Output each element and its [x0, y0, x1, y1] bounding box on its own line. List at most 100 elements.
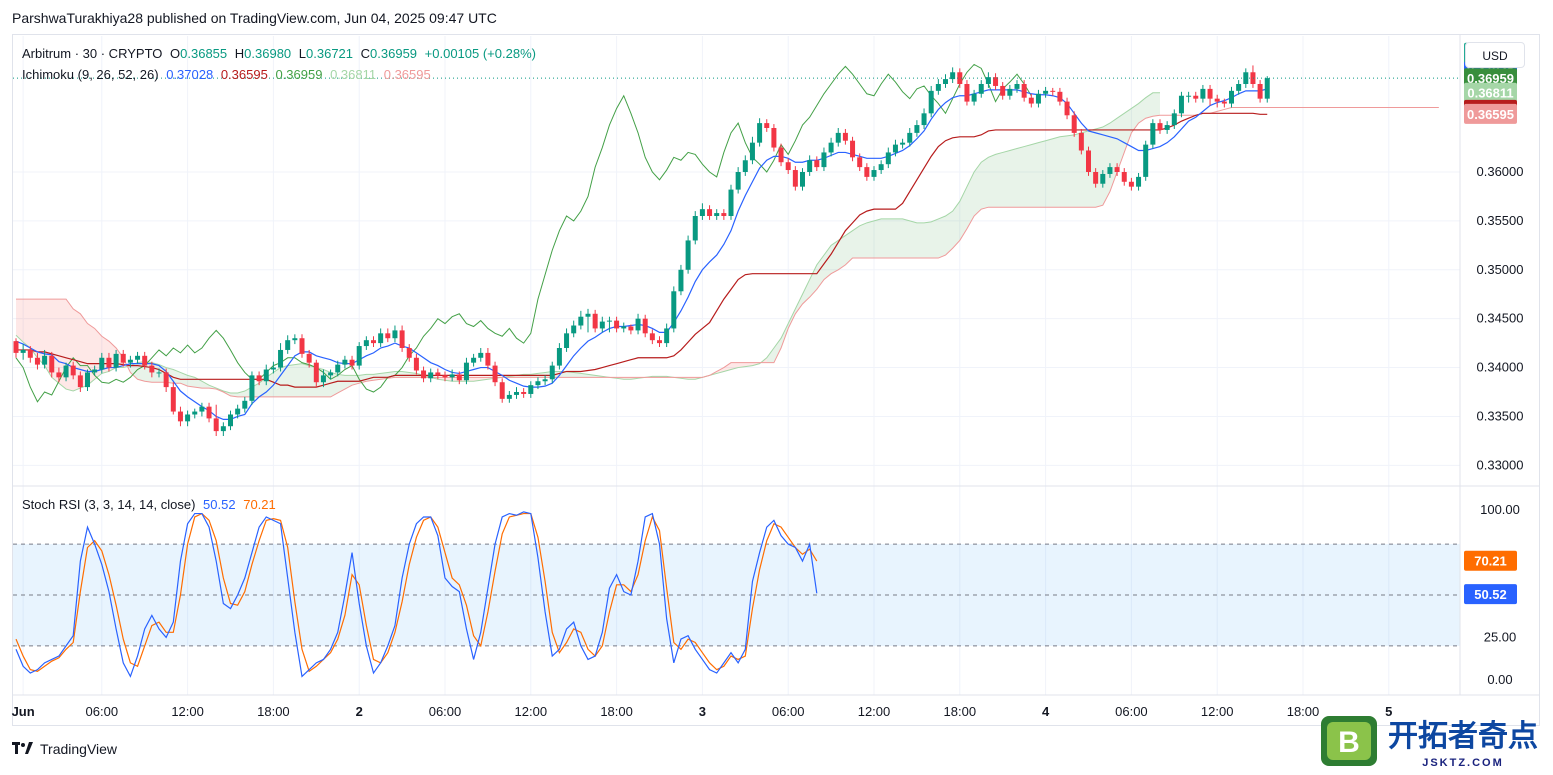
candle: [206, 402, 212, 423]
candle-body: [1057, 91, 1063, 102]
candle-body: [478, 352, 484, 358]
candle: [449, 369, 455, 382]
candle: [835, 128, 841, 147]
candle-body: [42, 355, 48, 365]
candle-body: [27, 349, 33, 358]
candle-body: [378, 333, 384, 344]
candle-body: [664, 328, 670, 344]
candle: [556, 343, 562, 370]
candle-body: [957, 72, 963, 84]
candle-body: [728, 189, 734, 216]
legend-main: Arbitrum · 30 · CRYPTO O0.36855 H0.36980…: [22, 46, 540, 61]
stoch-rsi-pane: [13, 511, 1460, 678]
candle: [1157, 119, 1163, 134]
axes: 0.36000 0.35500 0.35000 0.34500 0.34000 0.335…: [12, 35, 1540, 719]
candle: [1107, 163, 1113, 178]
candle-body: [1150, 123, 1156, 145]
candle: [692, 211, 698, 245]
candle-body: [328, 372, 334, 376]
candle: [1114, 163, 1120, 176]
candle-body: [499, 382, 505, 399]
candle-body: [13, 341, 19, 353]
candle-body: [721, 213, 727, 216]
candle: [1007, 84, 1013, 100]
candle-body: [70, 365, 76, 376]
candle-body: [792, 170, 798, 187]
candle-body: [1200, 88, 1206, 99]
candle: [821, 147, 827, 172]
candle: [463, 357, 469, 385]
candle-body: [235, 408, 241, 415]
candle-body: [707, 209, 713, 216]
candle: [714, 209, 720, 220]
time-tick-label: 12:00: [171, 704, 204, 719]
stoch-badge-text: 70.21: [1474, 554, 1507, 569]
candle: [285, 335, 291, 354]
candle: [356, 342, 362, 370]
candle: [392, 325, 398, 343]
cloud-segment: [437, 377, 503, 382]
candle-body: [635, 318, 641, 331]
candle-body: [1221, 101, 1227, 104]
candle: [671, 286, 677, 333]
candle-body: [471, 357, 477, 363]
candle-body: [678, 269, 684, 292]
cloud-segment: [766, 92, 1160, 363]
candle: [1021, 80, 1027, 102]
candle-body: [170, 387, 176, 412]
candle-body: [1128, 181, 1134, 187]
candle-body: [993, 77, 999, 86]
candle-body: [714, 213, 720, 216]
stoch-badge-bg: [1464, 584, 1517, 605]
candle: [721, 209, 727, 220]
candle: [49, 351, 55, 378]
candle: [649, 329, 655, 345]
candle-body: [92, 369, 98, 373]
candle-body: [1178, 95, 1184, 114]
candle-body: [978, 84, 984, 94]
candle-body: [77, 375, 83, 388]
candle: [935, 79, 941, 95]
currency-button[interactable]: USD: [1465, 42, 1525, 68]
candle-body: [213, 418, 219, 432]
candle: [170, 382, 176, 415]
candle: [85, 369, 90, 392]
candle-body: [1050, 90, 1056, 92]
price-tick-label: 0.35000: [1477, 262, 1524, 277]
candle-body: [571, 325, 577, 334]
candle: [1193, 91, 1199, 103]
candle: [771, 124, 777, 152]
candle-body: [850, 140, 856, 158]
legend-ichimoku: Ichimoku (9, 26, 52, 26) 0.37028 0.36595…: [22, 67, 435, 82]
candle: [56, 367, 62, 383]
candle-body: [821, 152, 827, 168]
candle-body: [842, 132, 848, 141]
candle-body: [463, 362, 469, 381]
candle: [406, 344, 412, 362]
candle-body: [1093, 172, 1099, 184]
candle-body: [356, 346, 362, 366]
candle: [163, 368, 169, 392]
candle: [120, 349, 126, 367]
candle-body: [606, 320, 612, 322]
tradingview-logo[interactable]: TradingView: [12, 741, 117, 757]
candle-body: [521, 392, 527, 394]
candle: [606, 316, 612, 333]
candle: [1100, 170, 1106, 188]
candle-body: [371, 340, 376, 344]
candle: [313, 359, 319, 388]
candle-body: [614, 320, 620, 329]
candle-body: [1186, 95, 1192, 97]
candle: [278, 343, 284, 372]
candle: [1035, 89, 1041, 108]
candle: [993, 73, 999, 90]
legend-o-label: O: [170, 46, 181, 61]
candle: [13, 338, 19, 358]
candle-body: [1193, 95, 1199, 99]
candle: [621, 322, 627, 333]
candle-body: [671, 291, 677, 329]
candle-body: [1171, 113, 1177, 126]
candle: [1150, 119, 1156, 149]
candle-body: [1214, 98, 1220, 102]
